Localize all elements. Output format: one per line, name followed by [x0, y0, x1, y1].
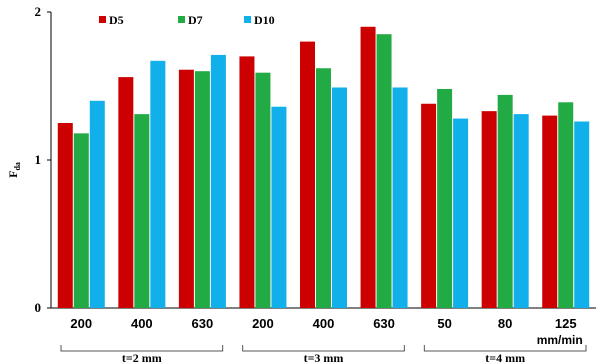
bars	[57, 26, 590, 309]
bar-d7-5	[376, 34, 392, 308]
bar-d7-2	[194, 71, 210, 308]
group-bracket	[423, 345, 587, 352]
bar-d5-5	[360, 26, 376, 309]
bar-d7-8	[558, 102, 574, 308]
x-unit-label: mm/min	[537, 333, 583, 347]
x-tick-labels: 200 400 630 200 400 630 50 80 125	[70, 316, 576, 331]
bar-d7-7	[497, 94, 513, 308]
legend-swatch-d10	[244, 16, 251, 23]
bar-d10-3	[271, 106, 287, 308]
y-tick-label: 0	[35, 300, 42, 315]
x-tick-label: 200	[252, 316, 274, 331]
group-label: t=3 mm	[304, 351, 344, 363]
y-axis-label: Fda	[6, 162, 22, 178]
bar-d10-6	[453, 118, 469, 308]
x-tick-label: 80	[498, 316, 512, 331]
bar-d5-1	[118, 77, 134, 309]
bar-d10-0	[89, 100, 105, 308]
x-tick-label: 125	[555, 316, 577, 331]
bar-d5-8	[542, 115, 558, 308]
bar-d7-3	[255, 72, 271, 309]
bar-d5-6	[421, 103, 437, 308]
group-bracket	[242, 345, 405, 352]
y-tick-label: 2	[35, 4, 42, 19]
bar-d7-1	[134, 114, 150, 309]
y-tick-label: 1	[35, 152, 42, 167]
bar-d7-0	[73, 133, 89, 308]
bar-d5-3	[239, 56, 255, 309]
x-tick-label: 50	[437, 316, 451, 331]
legend-label-d10: D10	[254, 13, 275, 27]
bar-d10-1	[150, 60, 166, 309]
group-label: t=4 mm	[485, 351, 525, 363]
bar-d10-5	[392, 87, 408, 308]
legend-label-d5: D5	[109, 13, 124, 27]
group-bracket	[60, 345, 224, 352]
bar-d5-0	[57, 123, 73, 308]
x-tick-label: 630	[192, 316, 214, 331]
x-tick-label: 400	[313, 316, 335, 331]
legend-label-d7: D7	[188, 13, 203, 27]
x-tick-label: 400	[131, 316, 153, 331]
bar-d7-4	[316, 68, 331, 309]
bar-d7-6	[437, 88, 453, 309]
legend: D5 D7 D10	[99, 13, 275, 27]
x-tick-label: 630	[373, 316, 395, 331]
bar-d10-8	[574, 121, 590, 309]
bar-d5-2	[178, 69, 194, 308]
bar-d5-7	[481, 111, 497, 308]
bar-d10-4	[332, 87, 347, 308]
group-label: t=2 mm	[122, 351, 162, 363]
x-tick-label: 200	[70, 316, 92, 331]
bar-d5-4	[300, 41, 315, 308]
bar-d10-2	[210, 54, 226, 308]
group-brackets: t=2 mm t=3 mm t=4 mm	[60, 345, 587, 363]
y-tick-labels: 0 1 2	[35, 4, 51, 315]
legend-swatch-d7	[178, 16, 185, 23]
bar-d10-7	[513, 114, 529, 309]
legend-swatch-d5	[99, 16, 106, 23]
